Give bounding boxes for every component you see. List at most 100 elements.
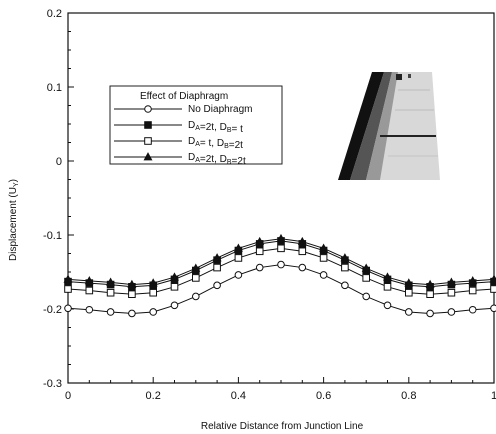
x-tick-label: 0.4 (231, 390, 246, 402)
data-point (170, 301, 179, 310)
legend-swatch-marker (144, 121, 152, 129)
data-point (383, 301, 392, 310)
data-point (405, 308, 413, 316)
data-point (148, 278, 158, 287)
data-point (446, 277, 456, 286)
data-point (85, 286, 94, 295)
data-point (405, 288, 413, 297)
data-point (490, 285, 496, 293)
data-point (170, 283, 179, 291)
legend-entry: No Diaphragm (114, 104, 252, 115)
y-tick-label: -0.1 (43, 230, 62, 242)
legend: Effect of Diaphragm No Diaphragm DA=2t, D… (109, 85, 283, 167)
data-point (404, 278, 414, 287)
data-point (84, 276, 94, 285)
data-point (319, 271, 328, 279)
legend-swatch-marker (144, 137, 152, 145)
data-point (319, 254, 328, 262)
data-point (276, 233, 286, 243)
data-point (362, 274, 370, 282)
data-point (361, 263, 371, 272)
y-axis: -0.3 -0.2 -0.1 0 0.1 0.2 (43, 8, 74, 390)
plot-area-border (67, 12, 495, 384)
legend-entries: No Diaphragm DA=2t, DB= tDA= t, DB=2tDA=2… (114, 104, 252, 167)
data-point (106, 308, 115, 316)
legend-title: Effect of Diaphragm (140, 91, 228, 102)
data-point (340, 253, 350, 262)
y-tick-label: 0 (56, 156, 62, 168)
data-point (255, 236, 265, 246)
data-point (468, 276, 478, 285)
data-point (213, 263, 221, 272)
data-point (383, 283, 392, 291)
data-point (191, 263, 201, 272)
legend-entry: DA=2t, DB=2t (114, 152, 246, 167)
data-point (85, 305, 94, 314)
x-axis: 0 0.2 0.4 0.6 0.8 1 (65, 377, 496, 402)
data-point (426, 290, 434, 298)
data-point (192, 274, 200, 282)
data-point (298, 247, 307, 256)
data-point (234, 254, 243, 262)
data-point (468, 286, 477, 295)
data-point (64, 285, 72, 293)
data-point (255, 247, 264, 256)
inset-structure-image (338, 72, 440, 180)
legend-swatch-marker (144, 105, 152, 113)
data-point (234, 271, 243, 279)
series-group (63, 233, 496, 318)
data-point (319, 243, 329, 252)
data-point (192, 292, 200, 301)
series-1 (64, 260, 496, 318)
legend-swatch-marker (143, 152, 153, 161)
legend-entry: DA=2t, DB= t (114, 120, 243, 135)
data-point (63, 274, 73, 283)
data-point (426, 309, 434, 318)
y-tick-label: -0.2 (43, 304, 62, 316)
x-tick-label: 0.6 (316, 390, 331, 402)
series-4 (63, 233, 496, 288)
legend-label: DA= t, DB=2t (188, 136, 243, 151)
x-axis-label: Relative Distance from Junction Line (201, 421, 364, 432)
data-point (149, 288, 157, 297)
data-point (212, 253, 222, 262)
data-point (213, 281, 221, 290)
data-point (106, 288, 115, 297)
legend-label: DA=2t, DB= t (188, 120, 243, 135)
data-point (447, 308, 456, 316)
data-point (64, 304, 72, 313)
data-point (127, 279, 137, 288)
data-point (106, 277, 116, 286)
y-tick-label: 0.1 (47, 82, 62, 94)
plot-frame (67, 12, 495, 384)
data-point (297, 236, 307, 246)
legend-label: No Diaphragm (188, 104, 252, 115)
data-point (149, 308, 157, 316)
data-point (447, 288, 456, 297)
series-3 (64, 244, 496, 298)
x-tick-label: 0 (65, 390, 71, 402)
data-point (341, 281, 349, 290)
data-point (233, 243, 243, 252)
data-point (277, 244, 285, 253)
data-point (255, 263, 264, 272)
data-point (170, 272, 179, 281)
data-point (341, 263, 349, 272)
data-point (277, 260, 285, 269)
data-point (362, 292, 371, 301)
data-point (383, 272, 392, 281)
y-tick-label: -0.3 (43, 378, 62, 390)
data-point (425, 279, 435, 288)
x-tick-label: 0.2 (146, 390, 161, 402)
y-tick-label: 0.2 (47, 8, 62, 20)
data-point (298, 263, 307, 272)
data-point (128, 290, 136, 298)
legend-label: DA=2t, DB=2t (188, 152, 246, 167)
legend-entry: DA= t, DB=2t (114, 136, 243, 151)
y-axis-label: Displacement (UY) (8, 179, 20, 261)
data-point (468, 305, 477, 314)
data-point (490, 304, 496, 313)
data-point (128, 309, 136, 318)
x-tick-label: 0.8 (401, 390, 416, 402)
